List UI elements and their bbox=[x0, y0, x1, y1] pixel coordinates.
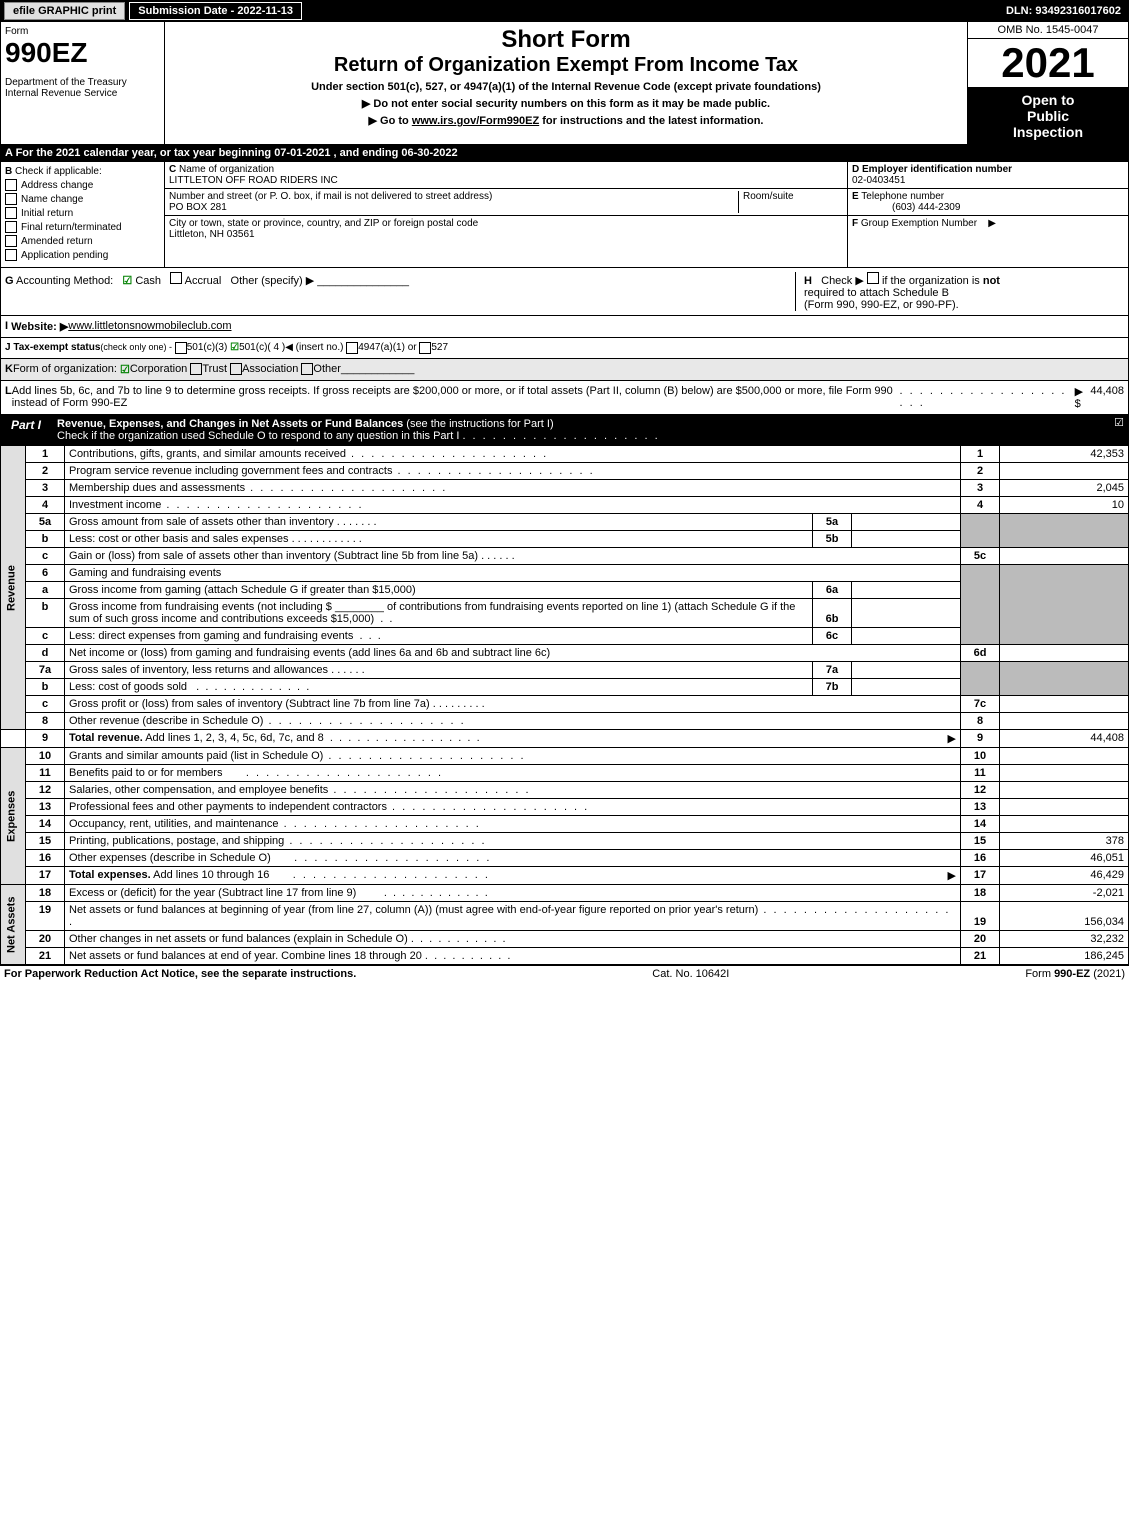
part-1-header: Part I Revenue, Expenses, and Changes in… bbox=[0, 415, 1129, 445]
final-return-checkbox[interactable] bbox=[5, 221, 17, 233]
line-4-amount: 10 bbox=[1000, 497, 1129, 514]
line-12-amount bbox=[1000, 782, 1129, 799]
submission-date: Submission Date - 2022-11-13 bbox=[129, 2, 302, 20]
section-c-name-address: C Name of organization LITTLETON OFF ROA… bbox=[165, 162, 848, 267]
line-9-amount: 44,408 bbox=[1000, 730, 1129, 748]
line-20-amount: 32,232 bbox=[1000, 931, 1129, 948]
ein-value: 02-0403451 bbox=[852, 175, 905, 186]
form-header: Form 990EZ Department of the Treasury In… bbox=[0, 22, 1129, 145]
section-i-website: I Website: ▶www.littletonsnowmobileclub.… bbox=[0, 316, 1129, 338]
line-7a-amount bbox=[852, 662, 961, 679]
line-19-amount: 156,034 bbox=[1000, 902, 1129, 931]
other-org-checkbox[interactable] bbox=[301, 363, 313, 375]
form-number: 990EZ bbox=[5, 37, 160, 69]
application-pending-checkbox[interactable] bbox=[5, 249, 17, 261]
org-street: PO BOX 281 bbox=[169, 202, 227, 213]
part-1-label: Part I bbox=[1, 416, 51, 444]
revenue-side-label: Revenue bbox=[1, 446, 26, 730]
goto-instructions: ▶ Go to www.irs.gov/Form990EZ for instru… bbox=[169, 114, 963, 127]
line-17-amount: 46,429 bbox=[1000, 867, 1129, 885]
line-16-amount: 46,051 bbox=[1000, 850, 1129, 867]
initial-return-checkbox[interactable] bbox=[5, 207, 17, 219]
part-1-table: Revenue 1 Contributions, gifts, grants, … bbox=[0, 445, 1129, 965]
line-8-amount bbox=[1000, 713, 1129, 730]
section-b-checkboxes: B Check if applicable: Address change Na… bbox=[1, 162, 165, 267]
line-6d-amount bbox=[1000, 645, 1129, 662]
website-link[interactable]: www.littletonsnowmobileclub.com bbox=[68, 320, 231, 333]
form-word: Form bbox=[5, 26, 160, 37]
association-checkbox[interactable] bbox=[230, 363, 242, 375]
501c3-checkbox[interactable] bbox=[175, 342, 187, 354]
expenses-side-label: Expenses bbox=[1, 748, 26, 885]
line-5b-amount bbox=[852, 531, 961, 548]
section-g-h: G Accounting Method: ☑ Cash Accrual Othe… bbox=[0, 268, 1129, 316]
return-title: Return of Organization Exempt From Incom… bbox=[169, 54, 963, 77]
line-10-amount bbox=[1000, 748, 1129, 765]
efile-print-button[interactable]: efile GRAPHIC print bbox=[4, 2, 125, 20]
line-14-amount bbox=[1000, 816, 1129, 833]
section-a-tax-year: A For the 2021 calendar year, or tax yea… bbox=[0, 145, 1129, 162]
line-13-amount bbox=[1000, 799, 1129, 816]
tax-year: 2021 bbox=[968, 39, 1128, 88]
part-1-schedule-o-check: ☑ bbox=[1114, 416, 1128, 444]
section-j-tax-exempt: J Tax-exempt status (check only one) - 5… bbox=[0, 338, 1129, 359]
accrual-checkbox[interactable] bbox=[170, 272, 182, 284]
phone-value: (603) 444-2309 bbox=[852, 202, 960, 213]
line-5c-amount bbox=[1000, 548, 1129, 565]
dln-number: DLN: 93492316017602 bbox=[1006, 5, 1125, 17]
section-l-gross-receipts: L Add lines 5b, 6c, and 7b to line 9 to … bbox=[0, 381, 1129, 415]
gross-receipts-amount: 44,408 bbox=[1090, 385, 1124, 410]
irs-label: Internal Revenue Service bbox=[5, 88, 160, 99]
short-form-title: Short Form bbox=[169, 26, 963, 54]
schedule-b-checkbox[interactable] bbox=[867, 272, 879, 284]
section-def: D Employer identification number 02-0403… bbox=[848, 162, 1128, 267]
line-21-amount: 186,245 bbox=[1000, 948, 1129, 965]
line-11-amount bbox=[1000, 765, 1129, 782]
name-change-checkbox[interactable] bbox=[5, 193, 17, 205]
address-change-checkbox[interactable] bbox=[5, 179, 17, 191]
section-k-form-org: K Form of organization: ☑ Corporation Tr… bbox=[0, 359, 1129, 381]
under-section: Under section 501(c), 527, or 4947(a)(1)… bbox=[169, 81, 963, 93]
line-15-amount: 378 bbox=[1000, 833, 1129, 850]
org-name: LITTLETON OFF ROAD RIDERS INC bbox=[169, 175, 338, 186]
catalog-number: Cat. No. 10642I bbox=[652, 968, 729, 980]
cash-checkbox-checked: ☑ bbox=[122, 275, 132, 287]
line-6c-amount bbox=[852, 628, 961, 645]
ssn-warning: ▶ Do not enter social security numbers o… bbox=[169, 97, 963, 110]
page-footer: For Paperwork Reduction Act Notice, see … bbox=[0, 965, 1129, 982]
line-6b-amount bbox=[852, 599, 961, 628]
line-6a-amount bbox=[852, 582, 961, 599]
corporation-checkbox-checked: ☑ bbox=[120, 363, 130, 376]
inspection-badge: Open to Public Inspection bbox=[968, 88, 1128, 144]
line-7b-amount bbox=[852, 679, 961, 696]
line-7c-amount bbox=[1000, 696, 1129, 713]
org-city: Littleton, NH 03561 bbox=[169, 229, 255, 240]
501c4-checkbox-checked: ☑ bbox=[230, 342, 239, 354]
irs-link[interactable]: www.irs.gov/Form990EZ bbox=[412, 115, 539, 127]
top-bar: efile GRAPHIC print Submission Date - 20… bbox=[0, 0, 1129, 22]
entity-block: B Check if applicable: Address change Na… bbox=[0, 162, 1129, 268]
paperwork-notice: For Paperwork Reduction Act Notice, see … bbox=[4, 968, 356, 980]
amended-return-checkbox[interactable] bbox=[5, 235, 17, 247]
4947-checkbox[interactable] bbox=[346, 342, 358, 354]
line-18-amount: -2,021 bbox=[1000, 885, 1129, 902]
line-3-amount: 2,045 bbox=[1000, 480, 1129, 497]
omb-number: OMB No. 1545-0047 bbox=[968, 22, 1128, 39]
527-checkbox[interactable] bbox=[419, 342, 431, 354]
line-1-amount: 42,353 bbox=[1000, 446, 1129, 463]
dept-treasury: Department of the Treasury bbox=[5, 77, 160, 88]
trust-checkbox[interactable] bbox=[190, 363, 202, 375]
net-assets-side-label: Net Assets bbox=[1, 885, 26, 965]
line-5a-amount bbox=[852, 514, 961, 531]
line-2-amount bbox=[1000, 463, 1129, 480]
